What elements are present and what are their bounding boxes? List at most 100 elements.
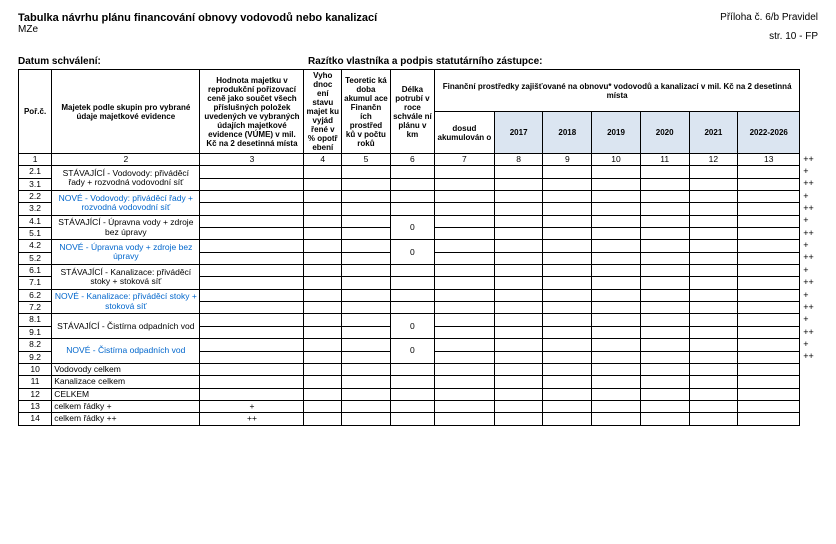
th-dosud: dosud akumulován o xyxy=(435,112,495,154)
cell-label: NOVÉ - Kanalizace: přiváděcí stoky + sto… xyxy=(52,289,200,314)
num-2: 2 xyxy=(52,154,200,166)
cell-n: 6.2 xyxy=(19,289,52,301)
cell-label: Kanalizace celkem xyxy=(52,376,200,388)
cell-n: 14 xyxy=(19,413,52,425)
row-81: 8.1 STÁVAJÍCÍ - Čistírna odpadních vod 0… xyxy=(19,314,818,326)
table-body: 2.1 STÁVAJÍCÍ - Vodovody: přiváděcí řady… xyxy=(19,166,818,425)
num-4: 4 xyxy=(304,154,342,166)
th-2019: 2019 xyxy=(592,112,641,154)
th-delka: Délka potrubí v roce schvále ní plánu v … xyxy=(390,70,434,154)
cell-n: 11 xyxy=(19,376,52,388)
cell-label: STÁVAJÍCÍ - Čistírna odpadních vod xyxy=(52,314,200,339)
th-por: Poř.č. xyxy=(19,70,52,154)
row-22: 2.2 NOVÉ - Vodovody: přiváděcí řady + ro… xyxy=(19,191,818,203)
cell-n: 7.2 xyxy=(19,302,52,314)
row-13: 13 celkem řádky + + xyxy=(19,400,818,412)
cell-mark: + xyxy=(800,339,818,351)
cell-label: STÁVAJÍCÍ - Vodovody: přiváděcí řady + r… xyxy=(52,166,200,191)
cell-n: 9.2 xyxy=(19,351,52,363)
cell-mark: + xyxy=(800,166,818,178)
num-1: 1 xyxy=(19,154,52,166)
cell-mark: ++ xyxy=(800,351,818,363)
th-2017: 2017 xyxy=(494,112,543,154)
cell-mark: + xyxy=(800,191,818,203)
cell-n: 3.1 xyxy=(19,178,52,190)
cell-n: 6.1 xyxy=(19,265,52,277)
cell-mark: + xyxy=(800,215,818,227)
th-2021: 2021 xyxy=(689,112,738,154)
cell-label: celkem řádky + xyxy=(52,400,200,412)
mark-empty xyxy=(800,70,818,112)
cell-label: NOVÉ - Úpravna vody + zdroje bez úpravy xyxy=(52,240,200,265)
row-82: 8.2 NOVÉ - Čistírna odpadních vod 0 + xyxy=(19,339,818,351)
approval-left: Datum schválení: xyxy=(18,56,308,67)
cell-label: NOVÉ - Čistírna odpadních vod xyxy=(52,339,200,364)
cell-n: 8.2 xyxy=(19,339,52,351)
num-3: 3 xyxy=(200,154,304,166)
numrow: 1 2 3 4 5 6 7 8 9 10 11 12 13 ++ xyxy=(19,154,818,166)
header-right: Příloha č. 6/b Pravidel str. 10 - FP xyxy=(720,12,818,42)
num-5: 5 xyxy=(342,154,391,166)
cell-mark: + xyxy=(800,314,818,326)
th-2020: 2020 xyxy=(640,112,689,154)
cell-n: 10 xyxy=(19,363,52,375)
th-vyhodn: Vyho dnoc ení stavu majet ku vyjád řené … xyxy=(304,70,342,154)
cell-n: 4.2 xyxy=(19,240,52,252)
th-2018: 2018 xyxy=(543,112,592,154)
cell-label: CELKEM xyxy=(52,388,200,400)
cell-c6: 0 xyxy=(390,215,434,240)
cell-c6: 0 xyxy=(390,240,434,265)
cell-n: 2.2 xyxy=(19,191,52,203)
title: Tabulka návrhu plánu financování obnovy … xyxy=(18,12,377,24)
cell-label: STÁVAJÍCÍ - Úpravna vody + zdroje bez úp… xyxy=(52,215,200,240)
cell-n: 5.2 xyxy=(19,252,52,264)
cell-c6: 0 xyxy=(390,314,434,339)
cell-n: 4.1 xyxy=(19,215,52,227)
row-11: 11 Kanalizace celkem xyxy=(19,376,818,388)
cell-label: Vodovody celkem xyxy=(52,363,200,375)
cell-n: 7.1 xyxy=(19,277,52,289)
th-finance: Finanční prostředky zajišťované na obnov… xyxy=(435,70,800,112)
cell-label: STÁVAJÍCÍ - Kanalizace: přiváděcí stoky … xyxy=(52,265,200,290)
num-8: 8 xyxy=(494,154,543,166)
cell-n: 9.1 xyxy=(19,326,52,338)
cell-n: 12 xyxy=(19,388,52,400)
header-left: Tabulka návrhu plánu financování obnovy … xyxy=(18,12,377,35)
num-10: 10 xyxy=(592,154,641,166)
num-mark: ++ xyxy=(800,154,818,166)
table-head: Poř.č. Majetek podle skupin pro vybrané … xyxy=(19,70,818,166)
cell-c3: + xyxy=(200,400,304,412)
row-41: 4.1 STÁVAJÍCÍ - Úpravna vody + zdroje be… xyxy=(19,215,818,227)
main-table: Poř.č. Majetek podle skupin pro vybrané … xyxy=(18,69,818,426)
subtitle: MZe xyxy=(18,24,377,35)
cell-c6: 0 xyxy=(390,339,434,364)
num-12: 12 xyxy=(689,154,738,166)
row-42: 4.2 NOVÉ - Úpravna vody + zdroje bez úpr… xyxy=(19,240,818,252)
approval-right: Razítko vlastníka a podpis statutárního … xyxy=(308,56,543,67)
cell-mark: ++ xyxy=(800,203,818,215)
cell-mark: + xyxy=(800,265,818,277)
num-9: 9 xyxy=(543,154,592,166)
cell-n: 13 xyxy=(19,400,52,412)
cell-label: NOVÉ - Vodovody: přiváděcí řady + rozvod… xyxy=(52,191,200,216)
cell-mark: ++ xyxy=(800,178,818,190)
cell-mark: ++ xyxy=(800,277,818,289)
approval-row: Datum schválení: Razítko vlastníka a pod… xyxy=(18,56,818,67)
row-62: 6.2 NOVÉ - Kanalizace: přiváděcí stoky +… xyxy=(19,289,818,301)
cell-label: celkem řádky ++ xyxy=(52,413,200,425)
cell-c3: ++ xyxy=(200,413,304,425)
cell-mark: ++ xyxy=(800,302,818,314)
row-14: 14 celkem řádky ++ ++ xyxy=(19,413,818,425)
row-61: 6.1 STÁVAJÍCÍ - Kanalizace: přiváděcí st… xyxy=(19,265,818,277)
num-13: 13 xyxy=(738,154,800,166)
row-21: 2.1 STÁVAJÍCÍ - Vodovody: přiváděcí řady… xyxy=(19,166,818,178)
mark-empty xyxy=(800,112,818,154)
num-7: 7 xyxy=(435,154,495,166)
th-majetek: Majetek podle skupin pro vybrané údaje m… xyxy=(52,70,200,154)
page-num: str. 10 - FP xyxy=(720,31,818,42)
row-10: 10 Vodovody celkem xyxy=(19,363,818,375)
header-row: Tabulka návrhu plánu financování obnovy … xyxy=(18,12,818,42)
cell-n: 5.1 xyxy=(19,228,52,240)
th-teoret: Teoretic ká doba akumul ace Finančn ích … xyxy=(342,70,391,154)
cell-mark: ++ xyxy=(800,228,818,240)
